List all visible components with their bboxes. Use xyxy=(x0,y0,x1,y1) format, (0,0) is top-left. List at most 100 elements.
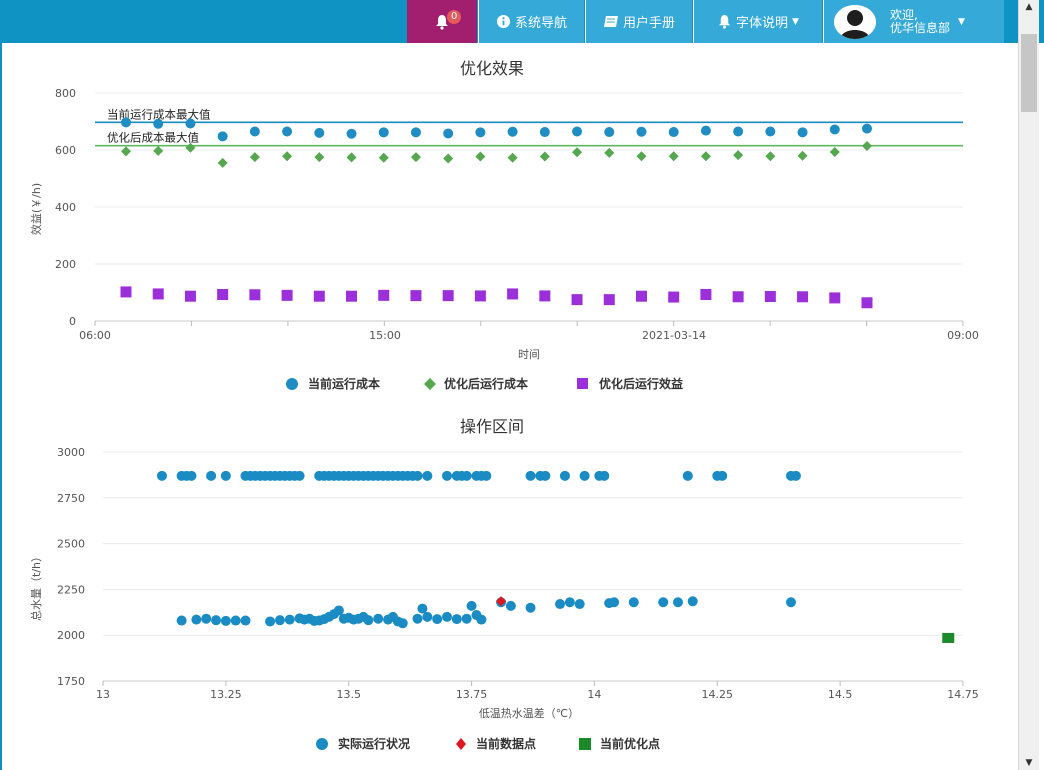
data-point-actual xyxy=(466,600,477,611)
data-point-current-cost xyxy=(765,126,776,137)
scroll-down-arrow-icon[interactable]: ▼ xyxy=(1025,758,1033,768)
data-points xyxy=(156,470,955,643)
user-menu[interactable]: 欢迎, 优华信息部 ▼ xyxy=(823,0,1004,43)
data-point-actual xyxy=(201,613,212,624)
scrollbar-thumb[interactable] xyxy=(1021,34,1037,112)
chart-legend: 实际运行状况 当前数据点 当前优化点 xyxy=(316,736,660,751)
legend-series-3: 当前优化点 xyxy=(600,736,660,751)
data-point-actual xyxy=(476,614,487,625)
data-point-actual xyxy=(442,611,452,622)
data-point-actual xyxy=(609,597,620,608)
data-point-actual xyxy=(658,597,669,608)
data-point-actual xyxy=(230,615,241,626)
data-point-optimized-cost xyxy=(862,141,872,152)
x-tick-label: 13 xyxy=(96,688,110,701)
welcome-text: 欢迎, 优华信息部 xyxy=(890,7,950,35)
data-point-actual xyxy=(240,615,251,626)
vertical-scrollbar[interactable]: ▲ ▼ xyxy=(1018,0,1039,770)
data-point-current-cost xyxy=(346,128,357,139)
data-point-optimized xyxy=(942,632,955,643)
data-point-current-cost xyxy=(153,118,164,129)
data-point-actual xyxy=(176,615,187,626)
data-point-actual xyxy=(564,597,575,608)
y-tick-label: 2750 xyxy=(57,492,85,505)
x-tick-label: 14.25 xyxy=(702,688,734,701)
nav-system-guide-label: 系统导航 xyxy=(514,16,567,31)
data-point-actual xyxy=(682,470,693,481)
operation-range-chart: 操作区间 1750 2000 2250 2500 2750 3000 13 13.25 13.… xyxy=(29,417,979,751)
data-point-current-cost xyxy=(829,124,840,135)
data-point-current-cost xyxy=(249,126,260,137)
data-point-actual xyxy=(442,470,452,481)
y-tick-label: 600 xyxy=(55,144,76,157)
data-point-actual xyxy=(461,613,472,624)
data-point-optimized-benefit xyxy=(281,289,293,301)
data-point-actual xyxy=(206,470,217,481)
data-point-optimized-cost xyxy=(829,146,840,157)
notifications-button[interactable]: 0 xyxy=(407,0,477,43)
data-point-optimized-cost xyxy=(668,151,679,162)
data-point-actual xyxy=(579,470,590,481)
x-tick-label: 14 xyxy=(587,688,601,701)
y-tick-label: 2000 xyxy=(57,629,85,642)
data-point-current-cost xyxy=(410,127,421,138)
data-point-actual xyxy=(559,470,570,481)
data-point-actual xyxy=(412,470,423,481)
data-point-optimized-cost xyxy=(346,152,357,163)
legend-marker-circle xyxy=(316,738,328,750)
data-point-optimized-benefit xyxy=(507,288,519,300)
avatar xyxy=(834,4,876,39)
data-point-optimized-cost xyxy=(314,152,325,163)
data-point-optimized-benefit xyxy=(764,290,776,302)
data-point-current-cost xyxy=(604,127,615,138)
data-point-optimized-cost xyxy=(475,151,486,162)
data-point-actual xyxy=(294,470,305,481)
data-point-optimized-benefit xyxy=(635,290,647,302)
data-point-optimized-benefit xyxy=(474,290,486,302)
data-point-actual xyxy=(451,614,462,625)
y-tick-label: 200 xyxy=(55,258,76,271)
data-point-current-cost xyxy=(507,126,518,137)
x-axis-ticks: 06:00 15:00 2021-03-14 09:00 xyxy=(79,321,979,342)
data-point-optimized-benefit xyxy=(700,288,712,300)
bell-icon xyxy=(718,14,731,29)
data-point-actual xyxy=(599,470,610,481)
chevron-down-icon: ▼ xyxy=(792,16,799,27)
data-point-optimized-cost xyxy=(797,150,808,161)
data-point-actual xyxy=(540,470,551,481)
data-point-optimized-benefit xyxy=(797,291,809,303)
chevron-down-icon: ▼ xyxy=(958,16,965,27)
nav-font-guide-dropdown[interactable]: 字体说明 ▼ xyxy=(693,0,822,43)
x-tick-label: 13.25 xyxy=(210,688,242,701)
nav-font-guide-label: 字体说明 xyxy=(736,16,789,31)
nav-user-manual[interactable]: 用户手册 xyxy=(585,0,692,43)
data-point-current-cost xyxy=(636,126,647,137)
data-point-optimized-benefit xyxy=(442,290,454,302)
data-point-actual xyxy=(417,603,428,614)
data-point-optimized-cost xyxy=(604,147,615,158)
data-point-current-cost xyxy=(475,127,486,138)
data-point-actual xyxy=(220,615,231,626)
data-point-optimized-benefit xyxy=(539,290,551,302)
data-point-actual xyxy=(274,615,285,626)
data-point-current-cost xyxy=(185,118,196,129)
data-point-current-cost xyxy=(314,127,325,138)
legend-series-2: 优化后运行成本 xyxy=(444,376,528,391)
x-tick-label: 09:00 xyxy=(947,329,979,342)
data-point-actual xyxy=(191,614,202,625)
data-point-actual xyxy=(505,600,516,611)
window-left-border xyxy=(0,0,2,770)
nav-system-guide[interactable]: 系统导航 xyxy=(478,0,584,43)
data-point-optimized-benefit xyxy=(571,294,583,306)
topbar-right-edge xyxy=(1005,0,1018,43)
x-axis-label: 时间 xyxy=(518,348,540,361)
data-points xyxy=(120,117,873,309)
data-point-optimized-benefit xyxy=(152,288,164,300)
data-point-optimized-cost xyxy=(121,146,131,157)
y-tick-label: 2250 xyxy=(57,583,85,596)
data-point-optimized-benefit xyxy=(732,291,744,303)
welcome-greeting: 欢迎, xyxy=(890,7,918,22)
scroll-up-arrow-icon[interactable]: ▲ xyxy=(1025,2,1033,12)
